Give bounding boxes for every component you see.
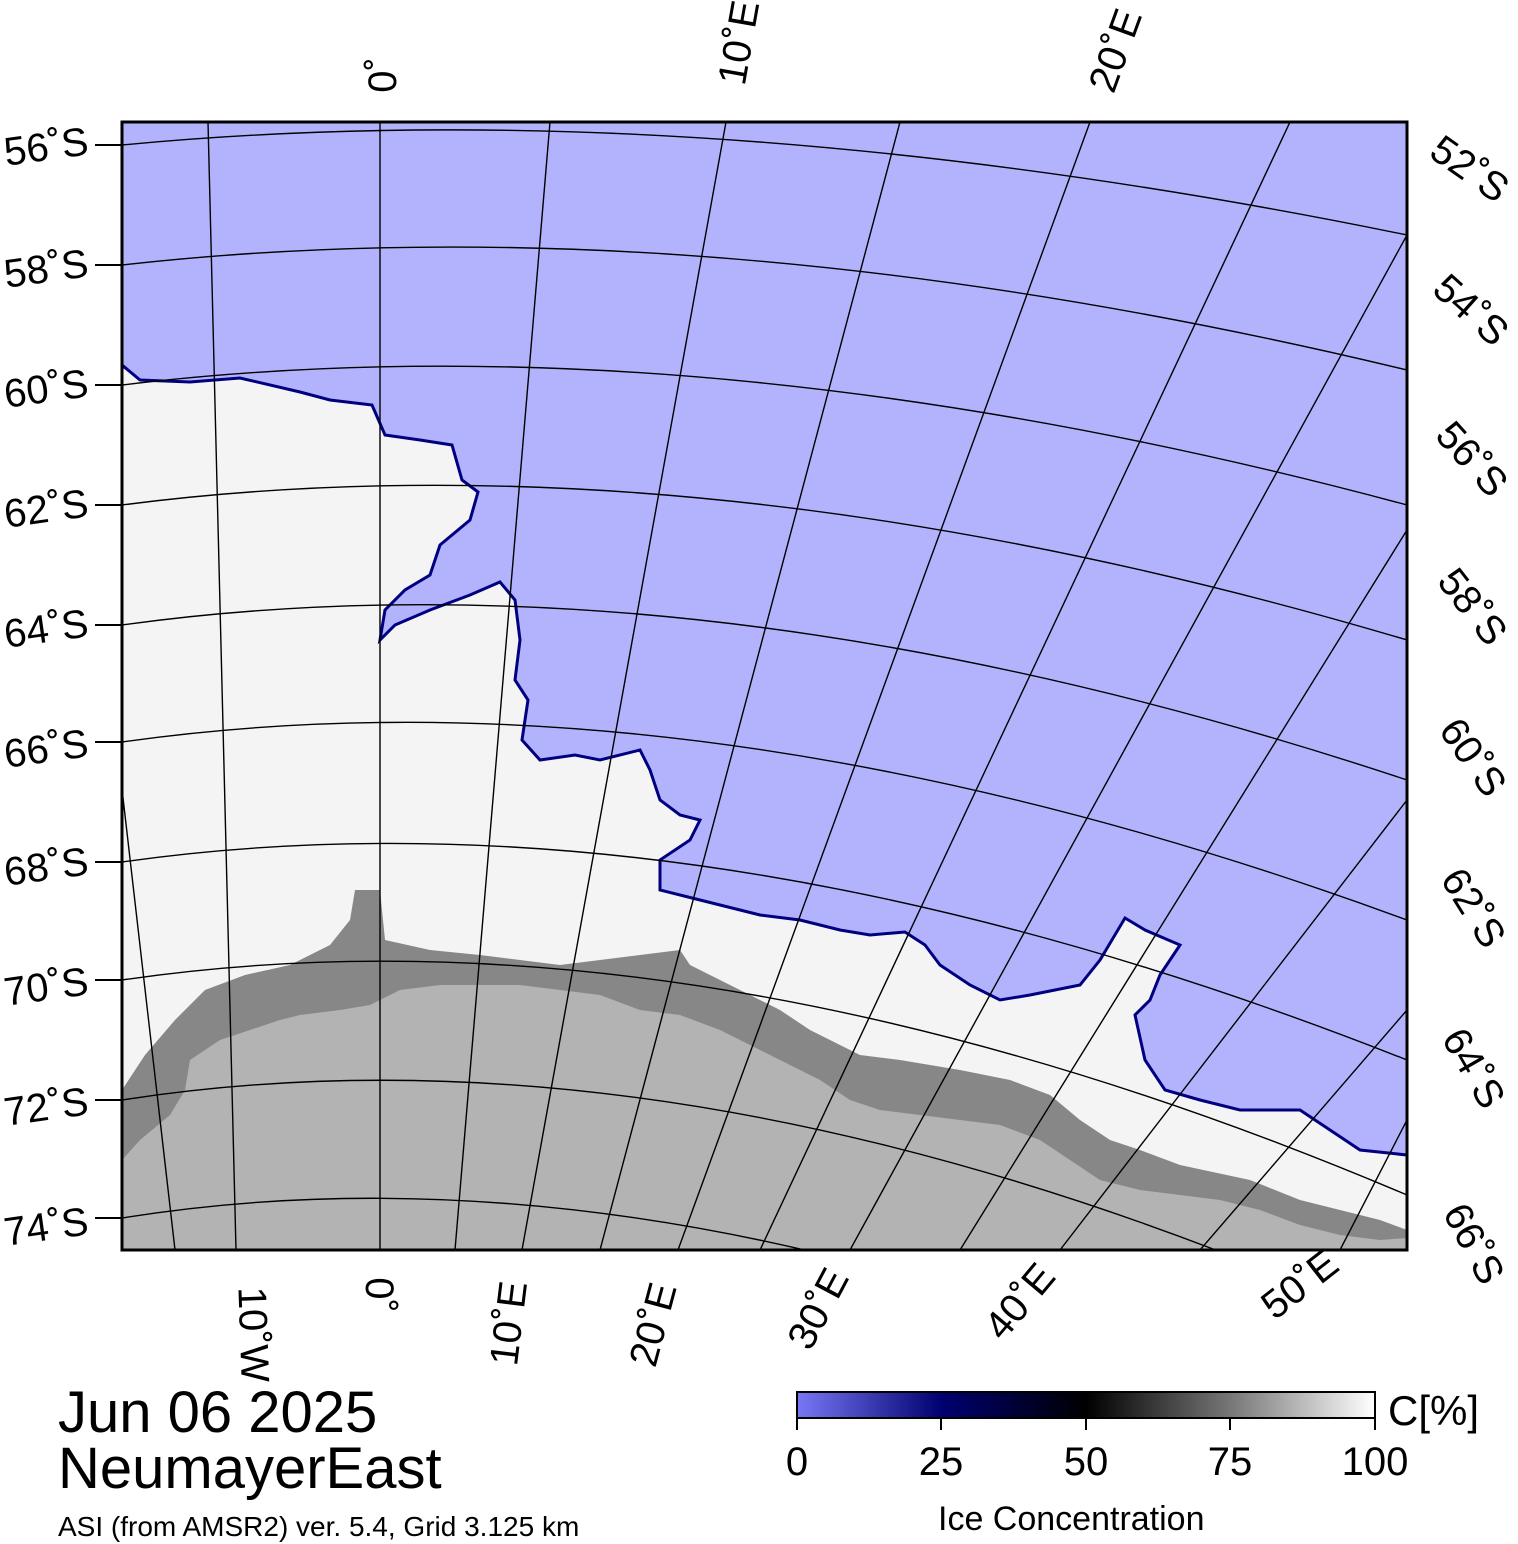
lat-label-right-54s: 54˚S (1425, 266, 1517, 355)
lat-label-left-70s: 70˚S (1, 959, 91, 1014)
colorbar-tick-label: 50 (1063, 1440, 1109, 1484)
map-frame (120, 120, 1409, 1252)
top-longitude-labels: 0˚ 10˚E 20˚E (361, 0, 1151, 98)
colorbar-tick-label: 75 (1207, 1440, 1253, 1484)
map-region: NeumayerEast (58, 1436, 442, 1501)
colorbar-tick-label: 0 (785, 1440, 809, 1484)
lat-label-right-62s: 62˚S (1432, 861, 1514, 956)
left-latitude-ticks (95, 144, 122, 1219)
map-date: Jun 06 2025 (58, 1380, 378, 1445)
left-latitude-labels: 56˚S 58˚S 60˚S 62˚S 64˚S 66˚S 68˚S 70˚S … (1, 119, 91, 1254)
lat-label-left-60s: 60˚S (1, 361, 91, 416)
lat-label-left-62s: 62˚S (1, 481, 91, 536)
colorbar (796, 1391, 1376, 1419)
lat-label-right-52s: 52˚S (1422, 127, 1516, 212)
lon-label-bottom-10w: 10˚W (229, 1286, 276, 1383)
lat-label-left-72s: 72˚S (1, 1079, 91, 1134)
lon-label-bottom-10e: 10˚E (482, 1279, 536, 1368)
lat-label-left-64s: 64˚S (1, 601, 91, 656)
right-latitude-labels: 52˚S 54˚S 56˚S 58˚S 60˚S 62˚S 64˚S 66˚S (1422, 127, 1517, 1291)
lon-label-bottom-30e: 30˚E (779, 1261, 858, 1356)
lon-label-bottom-50e: 50˚E (1253, 1241, 1347, 1328)
lon-label-top-0: 0˚ (361, 57, 405, 93)
lat-label-left-66s: 66˚S (1, 721, 91, 776)
lon-label-bottom-20e: 20˚E (621, 1278, 685, 1371)
lon-label-bottom-40e: 40˚E (976, 1255, 1064, 1348)
land-area (122, 985, 1407, 1250)
colorbar-ticks (796, 1418, 1376, 1430)
lat-label-left-74s: 74˚S (1, 1199, 91, 1254)
colorbar-tick-label: 100 (1341, 1440, 1409, 1484)
colorbar-tick-label: 25 (918, 1440, 964, 1484)
bottom-longitude-labels: 10˚W 0˚ 10˚E 20˚E 30˚E 40˚E 50˚E (229, 1241, 1346, 1383)
lat-label-left-58s: 58˚S (1, 241, 91, 296)
lat-label-right-56s: 56˚S (1427, 413, 1516, 505)
lon-label-top-10e: 10˚E (710, 0, 768, 88)
lat-label-left-68s: 68˚S (1, 839, 91, 894)
colorbar-title: Ice Concentration (938, 1500, 1205, 1538)
longitude-lines (122, 122, 1407, 1250)
lon-label-bottom-0: 0˚ (357, 1277, 401, 1313)
lat-label-right-64s: 64˚S (1433, 1021, 1513, 1116)
lat-label-left-56s: 56˚S (1, 119, 91, 174)
lon-label-top-20e: 20˚E (1081, 3, 1151, 97)
product-description: ASI (from AMSR2) ver. 5.4, Grid 3.125 km (58, 1511, 580, 1542)
lat-label-right-58s: 58˚S (1429, 560, 1516, 654)
latitude-lines (122, 129, 1407, 1250)
lat-label-right-66s: 66˚S (1434, 1196, 1513, 1291)
colorbar-unit: C[%] (1388, 1387, 1480, 1434)
lat-label-right-60s: 60˚S (1430, 710, 1515, 804)
